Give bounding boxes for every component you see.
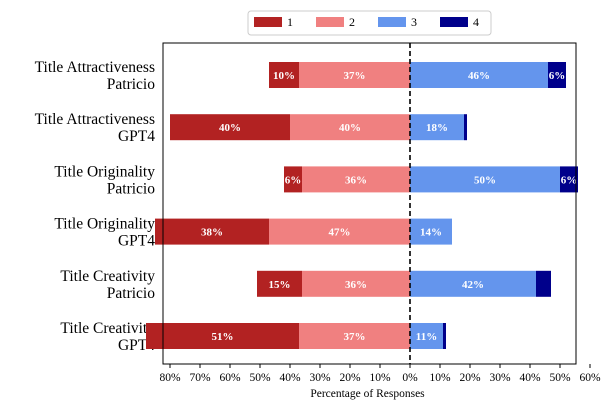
bar-series-4-row-1 [548,62,566,88]
bar-value-labels: 37% 10% 46% 6% 40% 40% 18% 36% 6% 50% 6% 47% 38% 14% 3… [201,70,577,343]
bar-series-3-row-1 [410,62,548,88]
bar-series-4-row-6 [443,323,446,349]
legend-swatch-1 [254,17,282,27]
category-label-line2: GPT4 [118,128,155,145]
category-label-line1: Title Attractiveness [35,59,155,76]
x-tick-label: 40% [519,372,541,384]
bar-value-label: 18% [426,122,448,134]
category-label-line1: Title Originality [54,163,155,180]
bar-series-3-row-5 [410,270,536,297]
bar-value-label: 6% [549,70,566,82]
x-tick-label: 30% [489,372,511,384]
x-tick-label: 0% [402,372,418,384]
bar-series-1-row-6 [146,323,299,349]
bar-value-label: 37% [344,70,366,82]
bar-value-label: 40% [339,122,361,134]
category-label-line1: Title Creativity [60,268,155,285]
bar-series-3-row-6 [410,323,443,349]
x-tick-label: 20% [459,372,481,384]
bar-series-4-row-3 [560,166,578,193]
legend: 1 2 3 4 [247,10,492,36]
bar-value-label: 11% [416,331,437,343]
bar-series-3-row-3 [410,166,560,193]
bar-value-label: 15% [269,279,291,291]
bar-series-2-row-3 [302,166,410,193]
category-label-line2: Patricio [107,285,155,302]
bar-value-label: 36% [345,174,367,186]
x-tick-label: 70% [189,372,211,384]
legend-label-2: 2 [349,15,355,29]
x-tick-label: 40% [279,372,301,384]
x-tick-label: 10% [369,372,391,384]
legend-label-4: 4 [473,15,479,29]
bar-value-label: 37% [344,331,366,343]
bar-value-label: 36% [345,279,367,291]
x-tick-label: 60% [579,372,601,384]
legend-label-1: 1 [287,15,293,29]
category-label-line1: Title Originality [54,216,155,233]
bar-value-label: 46% [468,70,490,82]
legend-label-3: 3 [411,15,417,29]
category-label-line1: Title Creativity [60,320,155,337]
x-tick-label: 20% [339,372,361,384]
x-tick-label: 50% [249,372,271,384]
x-tick-label: 10% [429,372,451,384]
bars [146,62,578,349]
category-label-line2: GPT4 [118,233,155,250]
bar-value-label: 10% [273,70,295,82]
bar-value-label: 42% [462,279,484,291]
bar-series-1-row-1 [269,62,299,88]
bar-series-2-row-1 [299,62,410,88]
bar-series-4-row-5 [536,270,551,297]
bar-series-3-row-2 [410,114,464,141]
bar-value-label: 51% [212,331,234,343]
bar-value-label: 50% [474,174,496,186]
bar-series-2-row-6 [299,323,410,349]
bar-series-1-row-4 [155,218,269,245]
bar-series-1-row-2 [170,114,290,141]
bar-value-label: 47% [329,227,351,239]
category-label-line2: Patricio [107,180,155,197]
bar-value-label: 14% [420,227,442,239]
bar-value-label: 6% [285,174,302,186]
legend-box [247,10,492,36]
category-label-line2: Patricio [107,76,155,93]
bar-series-1-row-5 [257,270,302,297]
bar-series-2-row-5 [302,270,410,297]
category-label-line1: Title Attractiveness [35,111,155,128]
x-tick-label: 30% [309,372,331,384]
legend-swatch-4 [440,17,468,27]
bar-value-label: 38% [201,227,223,239]
x-axis-label: Percentage of Responses [310,388,425,400]
x-tick-label: 80% [159,372,181,384]
plot-frame [162,42,577,365]
legend-swatch-3 [378,17,406,27]
category-label-line2: GPT4 [118,337,155,354]
bar-value-label: 40% [219,122,241,134]
bar-series-2-row-2 [290,114,410,141]
bar-series-3-row-4 [410,218,452,245]
x-tick-label: 60% [219,372,241,384]
bar-value-label: 6% [561,174,578,186]
bar-series-1-row-3 [284,166,302,193]
legend-swatch-2 [316,17,344,27]
x-tick-label: 50% [549,372,571,384]
x-axis-ticks: 80% 70% 60% 50% 40% 30% 20% 10% 0% 10% 20% 30% 40% 50… [159,364,601,384]
bar-series-2-row-4 [269,218,410,245]
bar-series-4-row-2 [464,114,467,141]
